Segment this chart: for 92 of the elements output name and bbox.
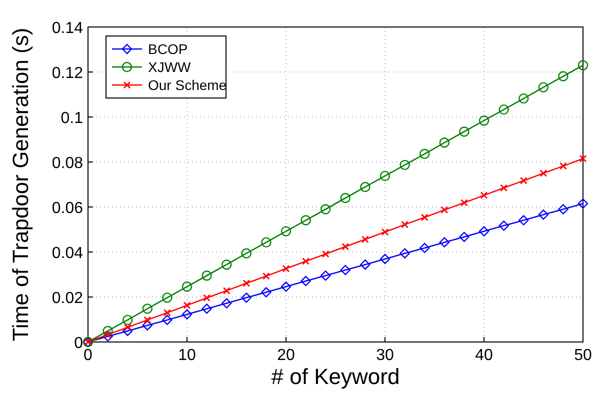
x-tick-label: 30	[376, 347, 394, 364]
legend-label: Our Scheme	[148, 77, 227, 93]
point	[362, 236, 369, 244]
point	[280, 226, 292, 236]
point	[460, 199, 468, 206]
legend-label: XJWW	[148, 59, 192, 75]
point	[538, 210, 548, 220]
point	[320, 270, 331, 281]
point	[261, 237, 272, 248]
point	[558, 204, 568, 214]
point	[300, 276, 311, 286]
point	[282, 264, 290, 272]
point	[560, 162, 567, 170]
point	[262, 272, 270, 280]
point	[400, 160, 410, 170]
point	[480, 192, 488, 199]
point	[380, 170, 390, 182]
point	[302, 258, 310, 265]
point	[242, 280, 250, 287]
point	[241, 292, 252, 303]
point	[300, 215, 311, 226]
point	[182, 282, 192, 292]
y-tick-label: 0.02	[52, 290, 84, 307]
point	[340, 264, 350, 276]
point	[518, 93, 529, 104]
point	[420, 242, 430, 254]
point	[478, 116, 490, 126]
y-tick-label: 0.14	[52, 20, 84, 37]
point	[202, 304, 212, 314]
y-tick-label: 0.06	[52, 200, 84, 217]
point	[401, 220, 408, 228]
point	[420, 214, 428, 222]
point	[142, 320, 152, 330]
y-tick-label: 0.1	[60, 110, 84, 127]
point	[498, 104, 509, 115]
point	[360, 182, 370, 192]
point	[439, 237, 450, 248]
point	[459, 126, 470, 137]
point	[320, 204, 331, 214]
point	[203, 294, 210, 302]
y-tick-label: 0.08	[52, 155, 84, 172]
point	[102, 331, 113, 342]
point	[400, 248, 410, 258]
point	[439, 138, 450, 148]
point	[144, 316, 152, 324]
point	[538, 82, 548, 92]
point	[222, 287, 230, 294]
point	[222, 260, 232, 270]
point	[520, 176, 528, 184]
point	[420, 148, 430, 159]
point	[124, 324, 132, 332]
point	[261, 287, 272, 298]
point	[579, 154, 587, 162]
point	[518, 215, 529, 226]
point	[183, 302, 191, 310]
point	[440, 206, 448, 214]
y-tick-label: 0.12	[52, 65, 84, 82]
x-tick-label: 50	[574, 347, 592, 364]
point	[202, 270, 212, 281]
point	[182, 309, 192, 320]
point	[498, 220, 509, 231]
x-tick-label: 10	[178, 347, 196, 364]
point	[322, 250, 330, 258]
point	[540, 170, 548, 177]
point	[241, 248, 252, 258]
point	[122, 314, 133, 326]
y-tick-label: 0	[74, 335, 84, 352]
point	[381, 228, 389, 236]
point	[104, 330, 112, 338]
point	[342, 242, 350, 250]
point	[280, 282, 292, 292]
y-axis-title: Time of Trapdoor Generation (s)	[8, 28, 33, 342]
point	[162, 292, 172, 303]
point	[222, 298, 232, 308]
x-tick-label: 20	[277, 347, 295, 364]
legend-label: BCOP	[148, 41, 188, 57]
point	[102, 326, 113, 336]
y-tick-label: 0.04	[52, 245, 84, 262]
point	[380, 254, 390, 264]
point	[142, 304, 152, 314]
x-axis-title: # of Keyword	[271, 364, 400, 389]
point	[360, 260, 370, 270]
point	[578, 60, 588, 70]
point	[340, 192, 350, 204]
point	[164, 309, 171, 316]
point	[459, 232, 470, 242]
point	[500, 184, 508, 192]
point	[558, 71, 568, 82]
point	[578, 198, 588, 209]
point	[162, 314, 172, 326]
x-tick-label: 40	[475, 347, 493, 364]
point	[478, 226, 490, 236]
